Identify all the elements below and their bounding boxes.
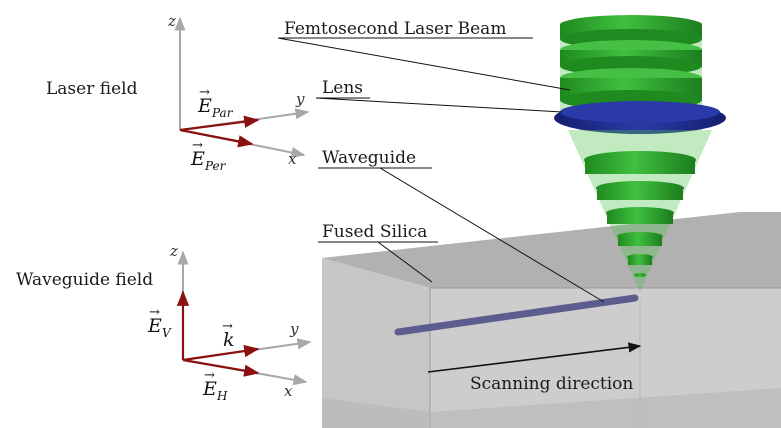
laser-z-label: z xyxy=(167,12,176,30)
scanning-direction-arrow xyxy=(427,342,642,373)
waveguide-callout-line xyxy=(379,167,605,303)
e-v-label: → E V xyxy=(147,305,172,340)
cone-disk-6 xyxy=(634,273,646,277)
lens-callout-line xyxy=(315,97,563,113)
cone-band-5 xyxy=(628,257,652,265)
femtosecond-laser-beam xyxy=(554,15,726,292)
k-vector xyxy=(182,344,260,362)
lens-label: Lens xyxy=(322,78,363,98)
k-arrow-glyph: → xyxy=(222,319,233,334)
k-label: → k xyxy=(222,319,235,351)
e-v-subscript: V xyxy=(162,326,172,340)
e-per-vector xyxy=(179,128,254,148)
waveguide-field-axes: Waveguide field z y x → E V → k → E H xyxy=(16,242,312,403)
waveguide-track xyxy=(394,294,639,336)
e-h-label: → E H xyxy=(202,368,228,403)
e-per-label: → E Per xyxy=(190,138,227,173)
silica-top-face xyxy=(322,212,781,288)
e-v-symbol: E xyxy=(147,315,162,337)
e-per-arrow-glyph: → xyxy=(192,138,203,153)
laser-x-label: x xyxy=(288,150,297,168)
k-symbol: k xyxy=(223,329,235,351)
cone-band-1 xyxy=(585,160,695,174)
laser-field-axes: Laser field z y x → E Par → E Per xyxy=(46,12,310,173)
silica-bottom-shade xyxy=(322,388,781,428)
callouts: Femtosecond Laser Beam Lens Waveguide Fu… xyxy=(277,19,605,303)
fused-silica-block xyxy=(322,212,781,428)
beam-callout-line xyxy=(277,37,571,91)
cone-band-4 xyxy=(618,236,662,246)
cone-band-3 xyxy=(607,213,673,224)
scanning-direction-label: Scanning direction xyxy=(470,374,633,394)
e-h-arrow-glyph: → xyxy=(204,368,215,383)
e-h-subscript: H xyxy=(216,389,228,403)
lens xyxy=(554,101,726,134)
laser-y-label: y xyxy=(295,90,305,108)
silica-callout-line xyxy=(377,241,433,283)
e-per-subscript: Per xyxy=(204,159,227,173)
laser-field-label: Laser field xyxy=(46,79,138,99)
fused-silica-label: Fused Silica xyxy=(322,222,427,242)
waveguide-label: Waveguide xyxy=(322,148,416,168)
e-par-arrow-glyph: → xyxy=(199,85,210,100)
wg-z-label: z xyxy=(169,242,178,260)
silica-inner-shade xyxy=(430,288,781,428)
lens-top xyxy=(560,101,720,123)
e-per-symbol: E xyxy=(190,148,205,170)
femtosecond-beam-label: Femtosecond Laser Beam xyxy=(284,19,506,39)
waveguide-field-label: Waveguide field xyxy=(16,270,153,290)
e-par-symbol: E xyxy=(197,95,212,117)
cone-band-2 xyxy=(597,188,683,200)
e-h-symbol: E xyxy=(202,378,217,400)
wg-x-label: x xyxy=(284,382,293,400)
e-v-arrow-glyph: → xyxy=(149,305,160,320)
cone-disks xyxy=(584,151,696,277)
e-h-vector xyxy=(182,358,260,377)
e-par-vector xyxy=(179,115,260,132)
wg-y-label: y xyxy=(289,320,299,338)
e-par-label: → E Par xyxy=(197,85,234,120)
e-par-subscript: Par xyxy=(211,106,234,120)
